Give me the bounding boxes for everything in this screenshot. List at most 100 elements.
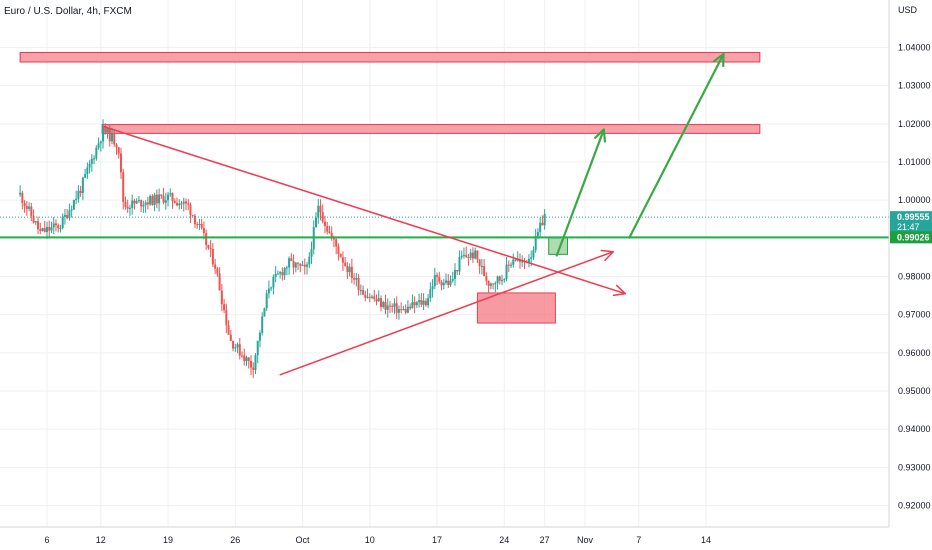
candle-up	[283, 268, 286, 276]
candle-up	[516, 259, 519, 261]
candle-up	[386, 305, 389, 310]
zones	[19, 51, 761, 324]
candle-up	[462, 254, 465, 256]
candle-down	[238, 344, 241, 356]
candle-down	[207, 244, 210, 249]
candle-down	[126, 206, 129, 209]
drawings	[0, 52, 889, 376]
resistance-zone	[101, 124, 761, 134]
candle-up	[406, 306, 409, 313]
candle-up	[294, 262, 297, 268]
candle-down	[43, 228, 46, 232]
candle-down	[388, 305, 391, 307]
forecast-arrowhead	[712, 52, 725, 68]
candle-down	[119, 153, 122, 173]
candle-up	[61, 216, 64, 228]
y-tick-label: 1.00000	[898, 195, 931, 205]
candle-up	[63, 214, 66, 217]
candle-up	[272, 276, 275, 288]
candle-down	[335, 239, 338, 247]
candle-down	[54, 223, 57, 226]
candle-up	[93, 158, 96, 160]
candle-up	[97, 143, 100, 148]
candle-down	[353, 277, 356, 280]
y-tick-label: 0.95000	[898, 386, 931, 396]
candle-down	[290, 258, 293, 261]
candles	[19, 119, 546, 378]
candle-down	[108, 128, 111, 142]
candle-up	[99, 141, 102, 144]
candle-down	[467, 257, 470, 259]
candle-down	[124, 201, 127, 207]
candle-down	[471, 252, 474, 259]
candle-up	[534, 236, 537, 251]
forecast-arrow	[555, 128, 605, 257]
candle-up	[59, 227, 62, 229]
candle-down	[292, 260, 295, 268]
candle-down	[117, 147, 120, 154]
x-tick-label: 14	[701, 535, 711, 545]
candle-up	[261, 316, 264, 333]
candle-up	[445, 280, 448, 283]
x-tick-label: 12	[96, 535, 106, 545]
candle-up	[480, 265, 483, 267]
candle-down	[214, 264, 217, 269]
candle-down	[249, 360, 252, 368]
candle-down	[180, 203, 183, 205]
candle-down	[133, 200, 136, 204]
candle-up	[355, 278, 358, 280]
candle-up	[510, 264, 513, 266]
candle-up	[543, 213, 546, 226]
candle-up	[256, 340, 259, 356]
candle-down	[23, 202, 26, 207]
candle-up	[377, 298, 380, 302]
candle-down	[115, 144, 118, 148]
candle-down	[404, 309, 407, 313]
candle-up	[279, 272, 282, 274]
candle-down	[487, 280, 490, 286]
candle-down	[122, 172, 125, 202]
candle-up	[267, 288, 270, 294]
candle-up	[382, 302, 385, 308]
candle-down	[326, 225, 329, 232]
candle-up	[530, 257, 533, 259]
candle-down	[483, 265, 486, 276]
trend-line-arrowhead	[600, 249, 614, 262]
y-tick-label: 1.02000	[898, 119, 931, 129]
candle-up	[95, 147, 98, 159]
candle-down	[541, 222, 544, 226]
candle-down	[247, 357, 250, 361]
candle-up	[254, 355, 257, 370]
candle-up	[135, 201, 138, 204]
candle-down	[384, 302, 387, 310]
y-tick-label: 1.04000	[898, 43, 931, 53]
candle-down	[409, 306, 412, 309]
candle-down	[344, 262, 347, 266]
candle-up	[431, 286, 434, 290]
candle-up	[72, 199, 75, 210]
candle-down	[330, 233, 333, 237]
candle-down	[478, 259, 481, 267]
candle-down	[362, 290, 365, 295]
candle-up	[521, 261, 524, 263]
candle-up	[106, 128, 109, 133]
candle-down	[171, 193, 174, 202]
price-label-bg	[890, 211, 932, 234]
price-label-value: 0.99026	[897, 232, 930, 242]
candle-down	[200, 223, 203, 228]
candle-down	[357, 278, 360, 291]
candle-down	[447, 280, 450, 285]
candle-up	[263, 308, 266, 317]
candle-down	[39, 229, 42, 231]
candle-down	[209, 248, 212, 250]
candle-up	[494, 283, 497, 285]
candle-up	[393, 303, 396, 307]
y-tick-label: 0.96000	[898, 348, 931, 358]
candle-down	[227, 325, 230, 335]
candle-up	[50, 227, 53, 231]
candle-up	[153, 194, 156, 205]
x-tick-label: 26	[230, 535, 240, 545]
candle-up	[366, 296, 369, 298]
